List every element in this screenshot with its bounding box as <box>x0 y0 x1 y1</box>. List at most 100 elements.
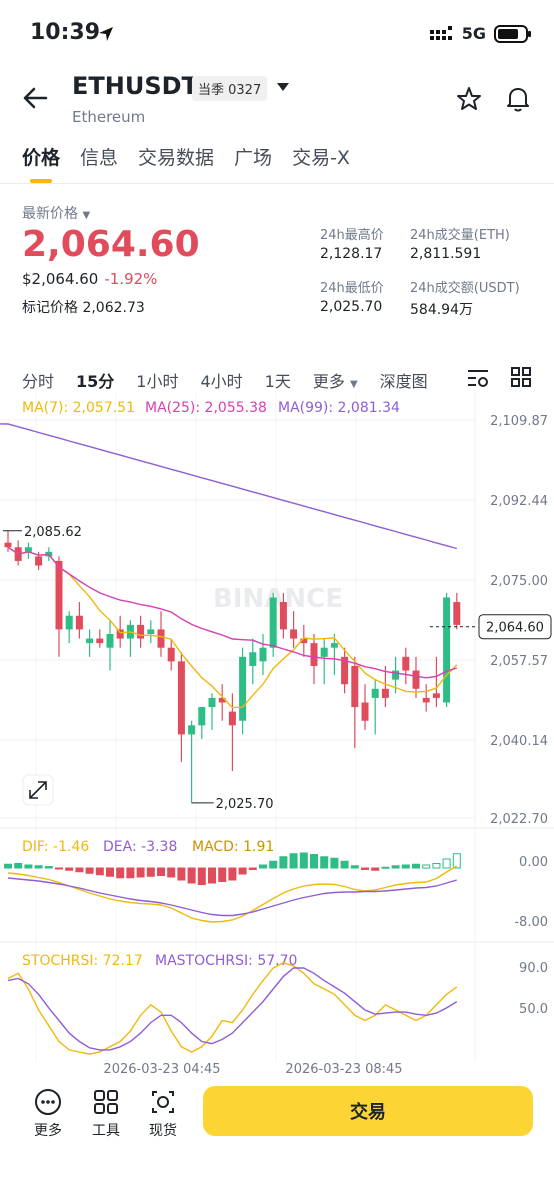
ma7-line <box>7 546 458 709</box>
stat-vol-eth: 24h成交量(ETH) 2,811.591 <box>410 228 510 262</box>
interval-timeline[interactable]: 分时 <box>22 372 55 391</box>
back-arrow-icon[interactable] <box>22 86 48 110</box>
tab-trading-data[interactable]: 交易数据 <box>138 147 215 169</box>
more-dots-icon <box>35 1089 61 1115</box>
macd-bar-down <box>75 867 84 873</box>
candle-up <box>198 707 206 726</box>
layout-grid-icon[interactable] <box>510 366 532 388</box>
macd-bar-up <box>452 853 461 869</box>
macd-bar-down <box>238 867 247 875</box>
battery-icon <box>494 24 531 43</box>
depth-chart-tab[interactable]: 深度图 <box>379 372 428 391</box>
star-icon[interactable] <box>456 86 482 112</box>
candle-down <box>4 542 12 548</box>
macd-bar-up <box>34 865 43 869</box>
expand-icon-glyph <box>29 781 47 799</box>
macd-bar-up <box>391 865 400 869</box>
candle-up <box>208 697 216 708</box>
trade-button[interactable]: 交易 <box>203 1086 533 1136</box>
candle-down <box>167 647 175 662</box>
tab-bar: 价格 信息 交易数据 广场 交易-X <box>22 143 350 170</box>
candle-down <box>290 629 298 639</box>
macd-bar-up <box>381 866 390 869</box>
tab-price[interactable]: 价格 <box>22 147 61 169</box>
last-price: 2,064.60 <box>22 224 200 265</box>
tab-info[interactable]: 信息 <box>80 147 119 169</box>
macd-bar-down <box>116 867 125 879</box>
usd-price-row: $2,064.60 -1.92% <box>22 270 157 288</box>
indicator-settings-icon[interactable] <box>466 366 490 390</box>
macd-bar-down <box>371 867 380 871</box>
binance-watermark: BINANCE <box>213 584 343 614</box>
candle-up <box>259 647 267 662</box>
ma25-line <box>7 546 458 679</box>
latest-price-label[interactable]: 最新价格 ▼ <box>22 206 91 222</box>
interval-1d[interactable]: 1天 <box>264 372 291 391</box>
candle-down <box>177 661 185 735</box>
macd-axis-label: 0.00 <box>519 855 548 870</box>
candle-down <box>96 638 104 644</box>
macd-bar-down <box>228 867 237 881</box>
candle-down <box>55 560 63 630</box>
mark-price-row: 标记价格 2,062.73 <box>22 297 145 317</box>
macd-bar-up <box>412 863 420 869</box>
macd-bar-up <box>330 857 339 869</box>
candle-up <box>147 629 155 634</box>
stat-high: 24h最高价 2,128.17 <box>320 228 384 262</box>
tab-trade-x[interactable]: 交易-X <box>292 147 350 169</box>
usd-price: $2,064.60 <box>22 270 99 288</box>
candle-down <box>75 615 83 630</box>
bell-icon[interactable] <box>505 85 531 113</box>
mastochrsi-label: MASTOCHRSI: 57.70 <box>155 953 297 969</box>
macd-bar-up <box>442 858 451 869</box>
candle-down <box>157 629 165 648</box>
macd-value-label: MACD: 1.91 <box>192 839 274 855</box>
candle-up <box>443 597 451 703</box>
asset-name: Ethereum <box>72 108 146 126</box>
high-marker: 2,085.62 <box>24 525 82 540</box>
ma99-line <box>0 423 457 550</box>
macd-bar-up <box>350 865 359 869</box>
interval-more[interactable]: 更多 ▼ <box>312 372 358 391</box>
caret-down-icon[interactable] <box>276 82 290 92</box>
mark-price-label: 标记价格 <box>22 300 78 316</box>
interval-4h[interactable]: 4小时 <box>200 372 243 391</box>
macd-bar-down <box>177 867 186 881</box>
candle-down <box>137 624 145 639</box>
candle-down <box>453 602 461 625</box>
signal-icon <box>429 25 452 40</box>
candle-down <box>361 702 369 721</box>
candle-up <box>24 547 32 552</box>
current-price-tag: 2,064.60 <box>486 621 544 636</box>
tools-button[interactable]: 工具 <box>92 1088 120 1140</box>
candle-up <box>188 725 196 735</box>
contract-badge[interactable]: 当季 0327 <box>192 76 268 101</box>
macd-bar-down <box>167 867 176 878</box>
macd-bar-down <box>197 867 206 885</box>
tab-square[interactable]: 广场 <box>234 147 273 169</box>
interval-15m[interactable]: 15分 <box>76 372 115 391</box>
macd-bar-down <box>146 867 155 877</box>
macd-bar-down <box>208 867 216 884</box>
macd-bar-up <box>432 863 441 869</box>
interval-1h[interactable]: 1小时 <box>136 372 179 391</box>
interval-bar: 分时 15分 1小时 4小时 1天 更多 ▼ 深度图 <box>22 368 428 392</box>
divider <box>0 183 554 184</box>
macd-dea-line <box>7 877 457 917</box>
more-button[interactable]: 更多 <box>34 1088 62 1140</box>
macd-bar-down <box>187 867 196 884</box>
mastochrsi-line <box>7 967 458 1051</box>
symbol-title[interactable]: ETHUSDT <box>72 72 198 100</box>
stochrsi-line <box>7 962 458 1055</box>
macd-bar-down <box>55 867 63 870</box>
time-axis-label: 2026-03-23 08:45 <box>285 1062 402 1077</box>
candle-up <box>392 670 400 680</box>
candle-up <box>269 597 277 648</box>
candle-down <box>402 656 410 671</box>
y-axis-label: 2,109.87 <box>490 414 548 429</box>
kline-chart[interactable]: 2,109.87 2,092.44 2,075.00 2,057.57 2,040.14… <box>0 392 554 1078</box>
candle-down <box>35 556 43 566</box>
candle-up <box>320 647 328 657</box>
spot-button[interactable]: 现货 <box>149 1088 177 1140</box>
candle-down <box>341 656 349 685</box>
